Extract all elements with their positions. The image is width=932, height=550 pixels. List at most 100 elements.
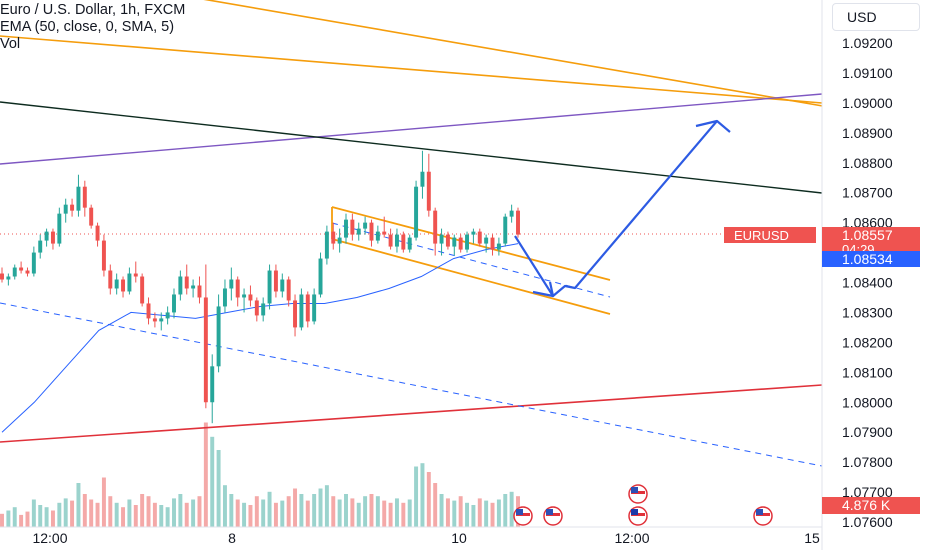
candle-body[interactable] [414,186,419,238]
candle-body[interactable] [101,240,106,271]
candle-body[interactable] [38,240,43,253]
candlesticks[interactable] [0,150,520,424]
candle-body[interactable] [273,270,278,292]
candle-body[interactable] [299,294,304,328]
purple-trendline[interactable] [0,93,823,165]
candle-body[interactable] [133,273,138,277]
candle-body[interactable] [344,219,348,238]
candle-body[interactable] [331,231,336,244]
currency-button[interactable]: USD [832,3,920,31]
candle-body[interactable] [426,171,431,211]
candle-body[interactable] [318,258,323,295]
candle-body[interactable] [89,207,94,226]
candle-body[interactable] [152,318,157,322]
candle-body[interactable] [216,306,221,367]
candle-body[interactable] [203,297,208,403]
candle-body[interactable] [458,237,463,250]
candle-body[interactable] [229,279,234,289]
candle-body[interactable] [178,276,183,295]
candle-body[interactable] [6,276,11,280]
candle-body[interactable] [305,294,310,322]
candle-body[interactable] [324,231,329,259]
candle-body[interactable] [503,216,508,244]
candle-body[interactable] [477,231,482,244]
candle-body[interactable] [254,300,259,316]
candle-body[interactable] [369,222,374,241]
dashed-trendline[interactable] [0,302,823,467]
candle-body[interactable] [50,231,55,244]
candle-body[interactable] [25,270,30,274]
candle-body[interactable] [496,243,501,250]
channel-upper-line[interactable] [331,206,611,281]
time-axis[interactable]: 12:00 8 10 12:00 15 [32,530,820,546]
economic-event-icons[interactable] [513,484,773,526]
candle-body[interactable] [401,234,406,250]
candle-body[interactable] [261,303,266,316]
candle-body[interactable] [165,312,170,319]
candle-body[interactable] [280,279,285,292]
candle-body[interactable] [394,234,399,247]
candle-body[interactable] [0,273,4,280]
chart-legend[interactable]: Euro / U.S. Dollar, 1h, FXCM EMA (50, cl… [0,2,185,53]
candle-body[interactable] [337,237,342,244]
candle-body[interactable] [63,204,68,214]
candle-body[interactable] [82,186,87,208]
candle-body[interactable] [375,231,380,241]
candle-body[interactable] [140,276,145,304]
candle-body[interactable] [197,285,202,298]
candle-body[interactable] [44,231,49,241]
volume-indicator-label[interactable]: Vol [0,36,21,52]
candle-body[interactable] [57,213,62,244]
candle-body[interactable] [159,318,164,322]
candle-body[interactable] [76,186,81,211]
candle-body[interactable] [407,237,412,250]
candle-body[interactable] [12,267,17,277]
candle-body[interactable] [70,204,75,211]
candle-body[interactable] [108,270,113,289]
price-axis[interactable]: 1.09200 1.09100 1.09000 1.08900 1.08800 1.087… [0,0,893,550]
candle-body[interactable] [127,273,132,292]
candle-body[interactable] [490,237,495,250]
orange-trendline-lower[interactable] [0,35,823,104]
candle-body[interactable] [312,294,317,322]
support-trendline[interactable] [0,384,823,443]
projection-path[interactable] [514,120,718,298]
candle-body[interactable] [267,270,272,304]
candle-body[interactable] [121,279,126,292]
candle-body[interactable] [465,234,470,250]
candle-body[interactable] [363,222,368,229]
resistance-trendline[interactable] [0,101,823,194]
candle-body[interactable] [445,234,450,247]
candle-body[interactable] [382,231,387,235]
trendline-drawings[interactable] [0,0,823,467]
candle-body[interactable] [19,267,24,271]
forecast-arrow[interactable] [514,119,731,298]
candle-body[interactable] [31,252,36,274]
candle-body[interactable] [191,285,196,289]
candle-body[interactable] [95,225,100,241]
candle-body[interactable] [356,228,361,235]
ema-indicator-label[interactable]: EMA (50, close, 0, SMA, 5) [0,19,175,35]
candle-body[interactable] [172,294,176,313]
candle-body[interactable] [293,300,298,328]
candle-body[interactable] [484,237,489,244]
candle-body[interactable] [222,288,227,307]
candle-body[interactable] [433,210,438,244]
symbol-title[interactable]: Euro / U.S. Dollar, 1h, FXCM [0,2,186,18]
candle-body[interactable] [509,210,514,217]
candle-body[interactable] [452,237,457,247]
orange-trendline-upper[interactable] [0,0,823,107]
candle-body[interactable] [388,234,393,247]
candle-body[interactable] [146,303,151,319]
channel-lower-line[interactable] [331,238,611,315]
candle-body[interactable] [242,294,247,298]
candle-body[interactable] [286,279,291,301]
candle-body[interactable] [114,279,119,289]
candle-body[interactable] [210,366,215,403]
candle-body[interactable] [420,171,425,187]
candle-body[interactable] [184,276,189,289]
candle-body[interactable] [516,210,520,235]
candle-body[interactable] [235,279,240,298]
candle-body[interactable] [350,219,355,235]
candle-body[interactable] [248,294,253,301]
